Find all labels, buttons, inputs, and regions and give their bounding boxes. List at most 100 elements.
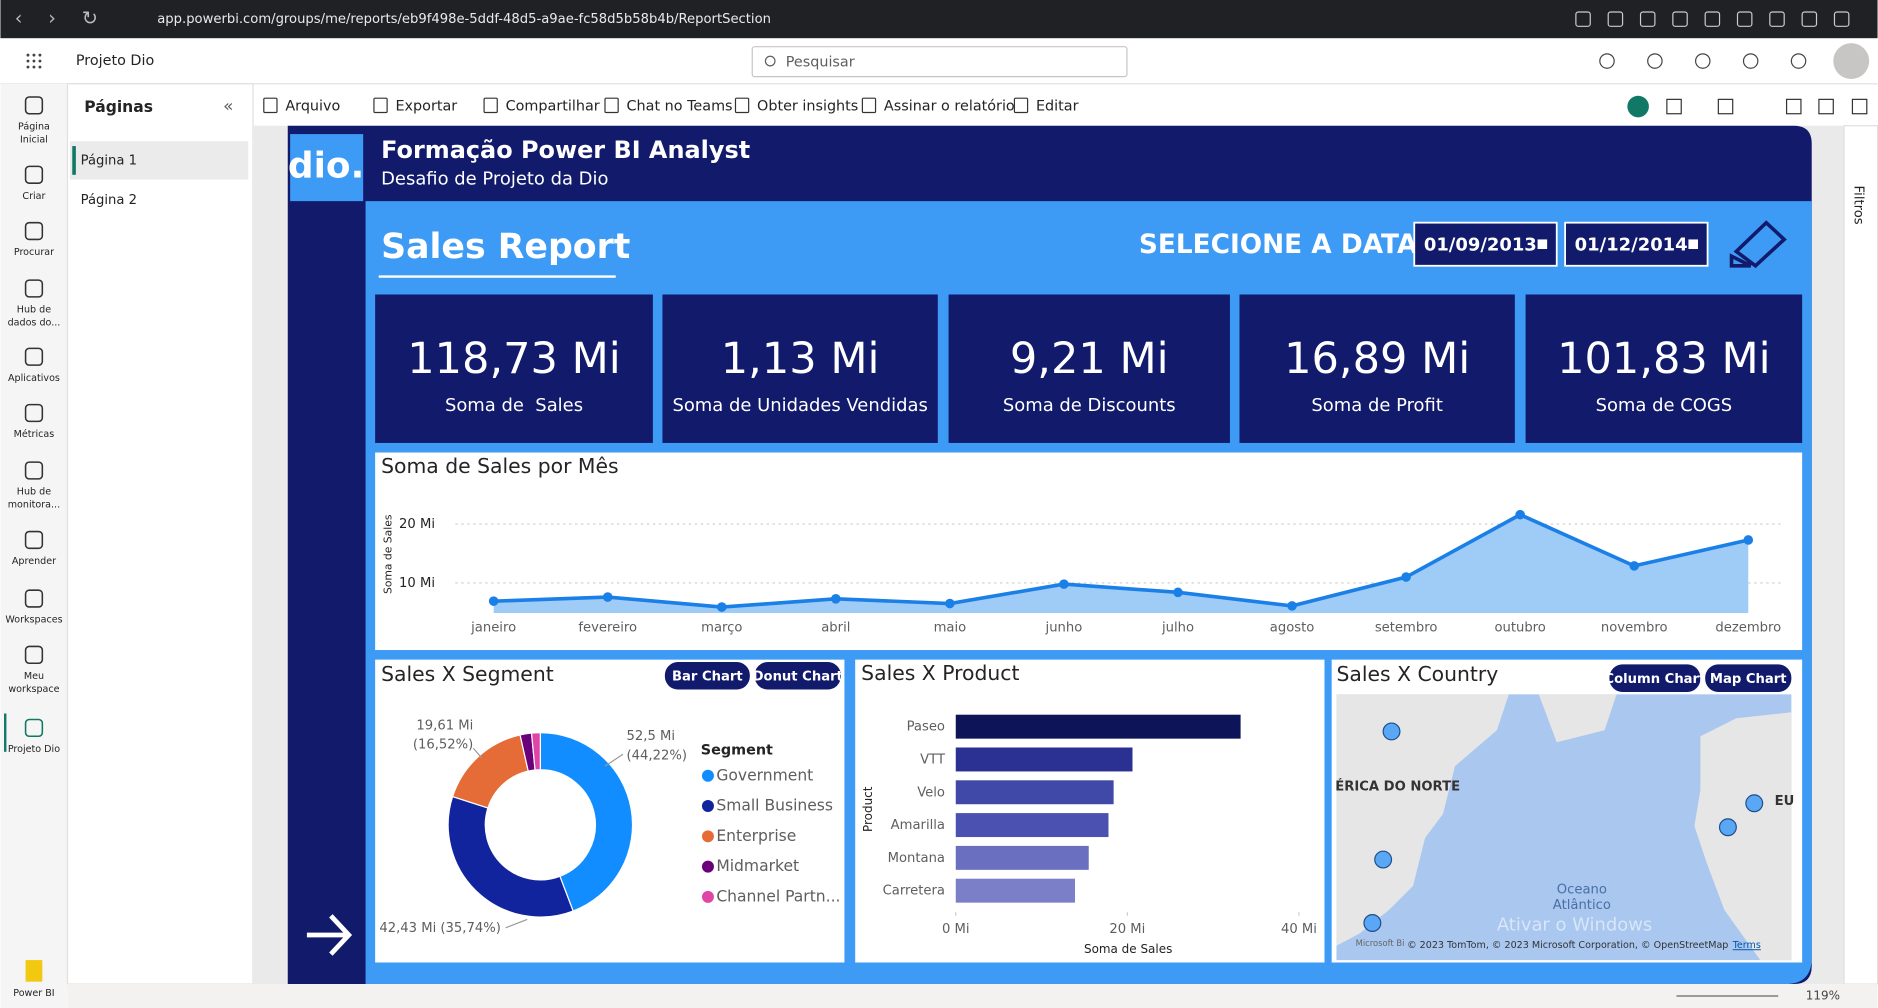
x-tick-label: outubro xyxy=(1494,620,1545,635)
toolbar-item[interactable]: Assinar o relatório xyxy=(884,99,1015,115)
x-tick-label: janeiro xyxy=(470,620,516,635)
browser-button[interactable]: ‹ xyxy=(15,7,23,30)
browser-icon[interactable] xyxy=(1575,11,1591,27)
legend-label[interactable]: Enterprise xyxy=(716,827,796,845)
toggle-button[interactable] xyxy=(1705,664,1792,692)
nav-label[interactable]: Procurar xyxy=(14,247,54,258)
date-picker[interactable] xyxy=(1413,221,1558,267)
legend-label[interactable]: Government xyxy=(716,766,813,784)
nav-icon[interactable] xyxy=(24,645,44,664)
toggle-button[interactable] xyxy=(664,662,750,690)
nav-label[interactable]: Criar xyxy=(22,191,45,202)
map-bubble[interactable] xyxy=(1363,914,1382,932)
nav-icon[interactable] xyxy=(24,461,44,480)
nav-icon[interactable] xyxy=(24,221,44,241)
nav-icon[interactable] xyxy=(24,718,44,738)
nav-label[interactable]: Workspaces xyxy=(5,615,62,626)
nav-label[interactable]: monitora... xyxy=(8,500,60,511)
map-bubble[interactable] xyxy=(1745,794,1764,813)
nav-icon[interactable] xyxy=(24,347,44,366)
toggle-button[interactable] xyxy=(754,662,841,690)
toggle-button-label[interactable]: Donut Chart xyxy=(753,669,843,684)
date-value[interactable]: 01/12/2014 xyxy=(1575,234,1688,255)
map-bubble[interactable] xyxy=(1382,722,1401,741)
report-heading: Sales Report xyxy=(381,227,630,267)
browser-icon[interactable] xyxy=(1833,11,1850,27)
next-arrow[interactable] xyxy=(306,914,353,956)
browser-icon[interactable] xyxy=(1801,11,1818,27)
collapse-pages[interactable]: « xyxy=(223,96,233,116)
filters-label[interactable]: Filtros xyxy=(1850,186,1865,225)
app-icon[interactable] xyxy=(1790,53,1807,69)
map-terms[interactable]: Terms xyxy=(1732,940,1761,951)
browser-icon[interactable] xyxy=(1736,11,1753,27)
browser-button[interactable]: ↻ xyxy=(82,7,98,30)
toggle-button-label[interactable]: Bar Chart xyxy=(672,669,743,684)
toolbar-item[interactable]: Compartilhar xyxy=(506,99,600,115)
map-label: Atlântico xyxy=(1553,897,1611,913)
map-label: Oceano xyxy=(1557,882,1607,897)
eraser-icon[interactable] xyxy=(1729,220,1787,269)
avatar[interactable] xyxy=(1833,43,1870,80)
app-icon[interactable] xyxy=(1695,53,1711,69)
toolbar-icon xyxy=(1013,97,1029,114)
nav-icon[interactable] xyxy=(24,530,44,550)
nav-icon[interactable] xyxy=(24,96,44,115)
toolbar-item[interactable]: Chat no Teams xyxy=(627,99,733,115)
refresh-badge[interactable] xyxy=(1627,95,1649,118)
date-picker[interactable] xyxy=(1564,221,1709,267)
toolbar-item[interactable]: Exportar xyxy=(395,99,457,115)
nav-label[interactable]: workspace xyxy=(8,684,59,695)
nav-label[interactable]: Meu xyxy=(24,671,44,682)
nav-label[interactable]: dados do... xyxy=(8,318,61,329)
map-bubble[interactable] xyxy=(1374,850,1393,869)
data-label: 52,5 Mi (44,22%) xyxy=(627,729,687,763)
filters-pane[interactable] xyxy=(1843,125,1878,985)
browser-button[interactable]: › xyxy=(48,7,56,30)
toolbar-icon[interactable] xyxy=(1717,98,1734,115)
page-tab[interactable]: Página 2 xyxy=(81,192,137,208)
nav-label[interactable]: Aprender xyxy=(12,556,56,567)
page-tab[interactable]: Página 1 xyxy=(81,152,137,168)
legend-label[interactable]: Small Business xyxy=(716,797,833,815)
search-box[interactable] xyxy=(751,46,1128,78)
nav-label[interactable]: Página xyxy=(18,121,50,132)
nav-icon[interactable] xyxy=(24,589,44,608)
toolbar-icon[interactable] xyxy=(1851,98,1868,115)
nav-icon[interactable] xyxy=(24,165,44,184)
browser-icon[interactable] xyxy=(1607,11,1624,27)
nav-label[interactable]: Inicial xyxy=(20,135,48,146)
nav-label[interactable]: Aplicativos xyxy=(8,373,60,384)
app-icon[interactable] xyxy=(1742,53,1759,69)
map-bubble[interactable] xyxy=(1718,818,1737,837)
app-icon[interactable] xyxy=(1647,53,1663,69)
toolbar-item[interactable]: Editar xyxy=(1036,99,1079,115)
app-launcher-dot xyxy=(32,59,36,63)
toggle-button-label[interactable]: Map Chart xyxy=(1710,672,1787,687)
nav-icon[interactable] xyxy=(24,403,44,423)
nav-icon[interactable] xyxy=(24,279,44,298)
browser-icon[interactable] xyxy=(1769,11,1785,27)
toolbar-item[interactable]: Arquivo xyxy=(285,99,340,115)
app-icon[interactable] xyxy=(1599,53,1615,69)
legend-label[interactable]: Midmarket xyxy=(716,857,799,875)
marker xyxy=(1059,579,1069,589)
toolbar-icon[interactable] xyxy=(1818,98,1834,115)
date-value[interactable]: 01/09/2013 xyxy=(1424,234,1537,255)
workspace-name[interactable]: Projeto Dio xyxy=(76,53,154,69)
toggle-button[interactable] xyxy=(1609,664,1701,692)
browser-icon[interactable] xyxy=(1639,11,1656,27)
toolbar-icon xyxy=(263,97,278,114)
x-tick-label: setembro xyxy=(1375,620,1438,635)
browser-icon[interactable] xyxy=(1672,11,1688,27)
nav-label[interactable]: Hub de xyxy=(17,487,51,498)
toolbar-icon[interactable] xyxy=(1666,98,1682,115)
legend-label[interactable]: Channel Partn... xyxy=(716,887,840,905)
toggle-button-label[interactable]: Column Chart xyxy=(1604,672,1705,687)
nav-label[interactable]: Hub de xyxy=(17,305,51,316)
nav-label[interactable]: Projeto Dio xyxy=(8,744,60,755)
nav-label[interactable]: Métricas xyxy=(14,429,55,440)
browser-icon[interactable] xyxy=(1704,11,1721,27)
toolbar-icon[interactable] xyxy=(1785,98,1802,115)
toolbar-item[interactable]: Obter insights xyxy=(757,99,858,115)
